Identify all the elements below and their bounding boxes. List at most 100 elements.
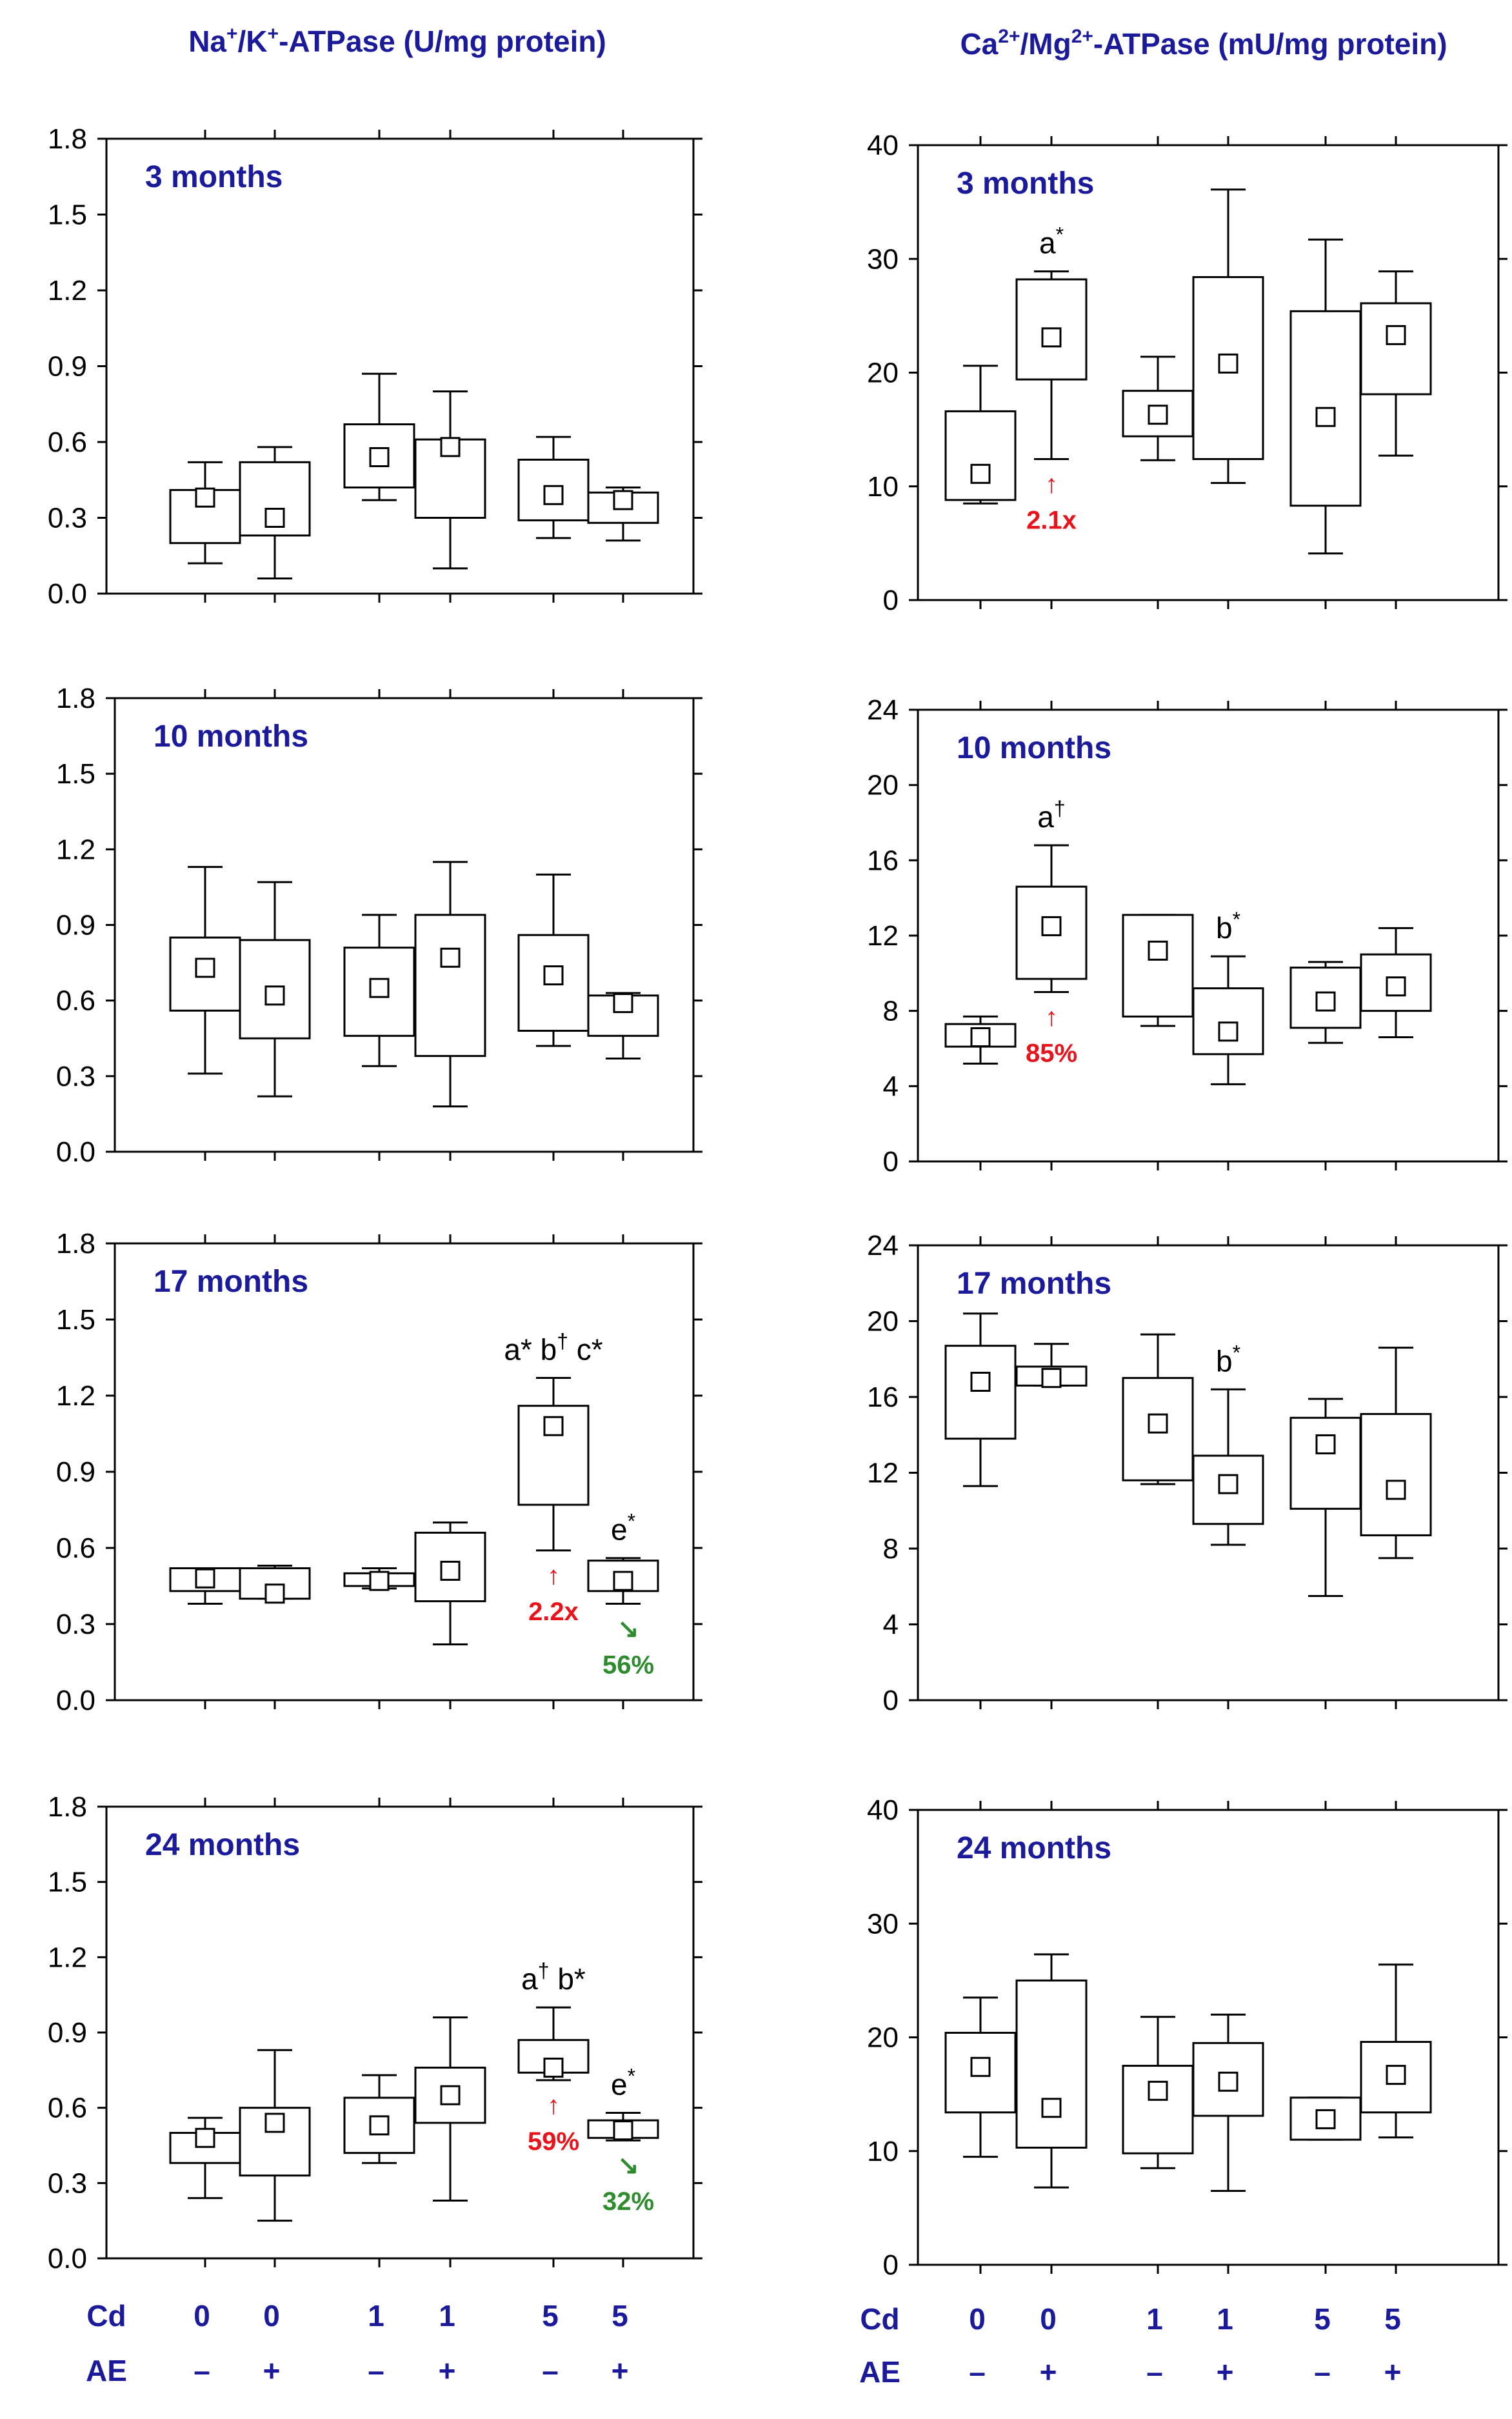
- interquartile-box: [1360, 302, 1432, 396]
- box-5: [517, 2006, 590, 2082]
- interquartile-box: [414, 1531, 486, 1603]
- y-tick-label: 20: [867, 1306, 899, 1338]
- mean-marker: [440, 1560, 461, 1581]
- interquartile-box: [1192, 987, 1264, 1056]
- y-tick-label: 8: [883, 996, 899, 1027]
- box-3: [1122, 2016, 1194, 2169]
- y-tick-label: 0: [883, 2249, 899, 2281]
- panel-title: 3 months: [957, 166, 1094, 201]
- box-1: [169, 461, 241, 565]
- box-5: [517, 873, 590, 1047]
- box-6: [1360, 927, 1432, 1038]
- change-value: 32%: [602, 2187, 654, 2216]
- cd-dose-label: 5: [1384, 2302, 1401, 2336]
- panel-title: 3 months: [145, 160, 283, 194]
- box-2: [239, 446, 311, 579]
- significance-letter: a: [1037, 800, 1054, 834]
- box-6: [587, 2111, 659, 2142]
- mean-marker: [970, 463, 991, 484]
- y-tick-label: 0.0: [56, 1136, 95, 1168]
- y-tick-label: 0.3: [56, 1609, 95, 1640]
- box-2: [1015, 844, 1088, 993]
- box-6: [587, 1557, 659, 1605]
- plot-frame: [917, 708, 1500, 1163]
- significance-label: a† b*: [521, 1959, 586, 1996]
- box-6: [587, 487, 659, 542]
- significance-label: b*: [1216, 908, 1240, 945]
- mean-marker: [264, 1583, 285, 1604]
- box-5: [1289, 961, 1362, 1044]
- significance-symbol: †: [1054, 797, 1066, 820]
- y-tick-label: 0.9: [48, 351, 87, 383]
- mean-marker: [543, 485, 564, 505]
- box-2: [239, 2049, 311, 2222]
- box-2: [1015, 1953, 1088, 2189]
- ae-treatment-label: –: [1146, 2355, 1163, 2389]
- box-2: [239, 881, 311, 1098]
- cd-dose-label: 5: [542, 2299, 559, 2333]
- panel-2: 0 10 20 30 40 3 months a* ↑ 2.1x: [867, 130, 1507, 616]
- box-3: [1122, 1333, 1194, 1485]
- box-4: [1192, 955, 1264, 1085]
- ae-treatment-label: –: [1314, 2355, 1331, 2389]
- box-3: [343, 2074, 415, 2164]
- significance-label: e*: [611, 2064, 635, 2101]
- mean-marker: [1218, 353, 1238, 374]
- change-value: 85%: [1026, 1039, 1077, 1068]
- y-tick-label: 20: [867, 2022, 899, 2054]
- y-tick-label: 24: [867, 694, 899, 726]
- box-5: [517, 436, 590, 539]
- box-5: [1289, 238, 1362, 555]
- cd-dose-label: 5: [1314, 2302, 1331, 2336]
- change-value: 2.1x: [1026, 506, 1077, 534]
- significance-letter: a: [1039, 226, 1056, 260]
- mean-marker: [970, 1372, 991, 1392]
- box-6: [1360, 1347, 1432, 1560]
- mean-marker: [1041, 1368, 1062, 1389]
- y-tick-label: 0.6: [48, 427, 87, 458]
- panel-title: 24 months: [957, 1831, 1111, 1865]
- right-column-title: Ca2+/Mg2+-ATPase (mU/mg protein): [960, 26, 1447, 61]
- significance-letter: a* b: [504, 1332, 557, 1366]
- ae-treatment-label: +: [612, 2354, 629, 2387]
- y-tick-label: 0.6: [48, 2093, 87, 2124]
- box-5: [517, 1376, 590, 1552]
- y-tick-label: 0.6: [56, 1532, 95, 1564]
- mean-marker: [543, 1416, 564, 1436]
- mean-marker: [1315, 2109, 1336, 2129]
- significance-label: b*: [1216, 1341, 1240, 1378]
- significance-tail: b*: [550, 1962, 586, 1996]
- y-tick-label: 1.8: [56, 683, 95, 714]
- y-tick-label: 12: [867, 1458, 899, 1489]
- y-tick-label: 0.9: [56, 910, 95, 941]
- mean-marker: [1218, 1021, 1238, 1042]
- panel-8: 0 10 20 30 40 24 months: [867, 1794, 1507, 2281]
- box-4: [414, 2016, 486, 2202]
- y-tick-label: 0: [883, 1146, 899, 1178]
- box-1: [169, 1567, 241, 1605]
- y-tick-label: 1.5: [56, 758, 95, 790]
- y-tick-label: 0: [883, 585, 899, 616]
- significance-symbol: †: [557, 1329, 568, 1352]
- interquartile-box: [1289, 310, 1362, 507]
- y-tick-label: 20: [867, 357, 899, 389]
- ae-treatment-label: –: [368, 2354, 384, 2387]
- box-2: [1015, 1343, 1088, 1389]
- cd-row-label: Cd: [86, 2299, 126, 2333]
- mean-marker: [613, 1571, 633, 1591]
- ae-treatment-label: –: [194, 2354, 210, 2387]
- box-1: [169, 866, 241, 1075]
- mean-marker: [440, 2085, 461, 2105]
- box-4: [1192, 188, 1264, 484]
- change-value: 56%: [602, 1651, 654, 1680]
- mean-marker: [195, 487, 215, 508]
- panel-title: 10 months: [957, 731, 1111, 765]
- ae-row-label: AE: [86, 2354, 127, 2387]
- mean-marker: [1148, 2080, 1168, 2101]
- cd-dose-label: 0: [969, 2302, 986, 2336]
- y-tick-label: 0.3: [48, 2167, 87, 2199]
- mean-marker: [613, 993, 633, 1014]
- significance-symbol: *: [628, 1510, 635, 1533]
- y-tick-label: 4: [883, 1609, 899, 1641]
- y-tick-label: 0.3: [56, 1061, 95, 1092]
